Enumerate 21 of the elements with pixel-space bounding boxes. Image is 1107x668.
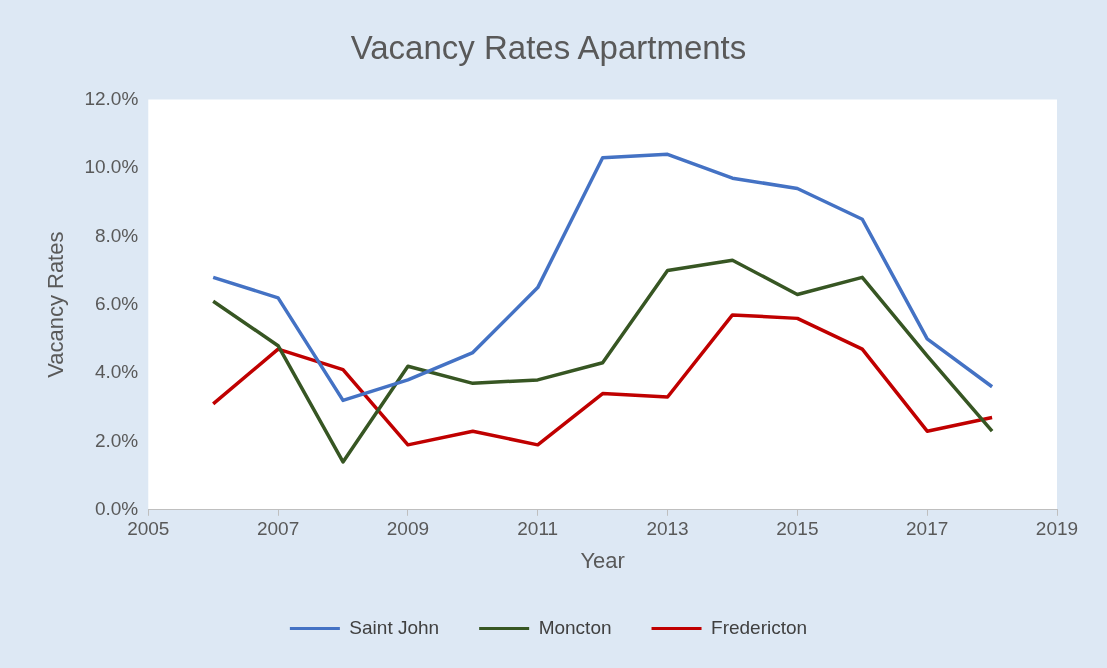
legend-label: Saint John xyxy=(349,616,440,638)
y-tick-label: 10.0% xyxy=(84,156,139,178)
y-tick-label: 12.0% xyxy=(84,87,139,109)
x-tick-label: 2009 xyxy=(386,518,430,540)
x-axis-title: Year xyxy=(580,547,625,573)
x-tick-label: 2019 xyxy=(1035,518,1079,540)
y-axis-title: Vacancy Rates xyxy=(43,231,69,378)
y-tick-label: 0.0% xyxy=(94,498,139,520)
y-tick-label: 8.0% xyxy=(94,224,139,246)
x-tick-label: 2005 xyxy=(127,518,170,540)
y-tick-label: 6.0% xyxy=(94,292,139,314)
chart-title: Vacancy Rates Apartments xyxy=(350,28,747,66)
x-tick-label: 2011 xyxy=(517,518,559,540)
legend-label: Fredericton xyxy=(711,616,808,638)
x-tick-label: 2015 xyxy=(776,518,819,540)
y-tick-label: 2.0% xyxy=(94,429,139,451)
legend-label: Moncton xyxy=(538,616,612,638)
x-tick-label: 2007 xyxy=(256,518,300,540)
x-tick-label: 2013 xyxy=(646,518,689,540)
x-tick-label: 2017 xyxy=(906,518,949,540)
y-tick-label: 4.0% xyxy=(94,361,139,383)
